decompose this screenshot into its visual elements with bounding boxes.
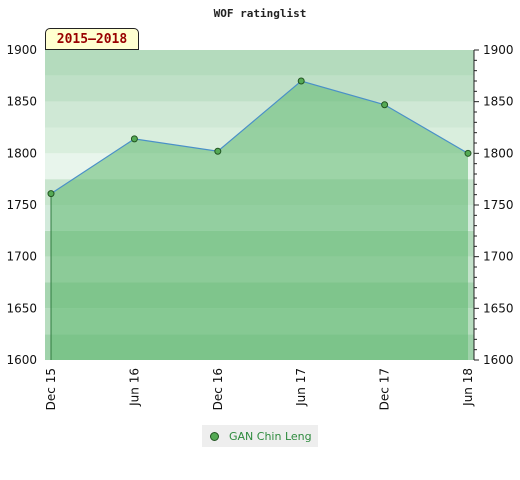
data-point (130, 135, 138, 143)
x-tick-label: Jun 17 (294, 368, 308, 407)
y-tick-label-left: 1700 (6, 250, 37, 264)
marker-layer (47, 77, 472, 198)
y-tick-label-right: 1850 (483, 95, 514, 109)
y-tick-label-right: 1800 (483, 146, 514, 160)
x-tick-label: Dec 16 (211, 368, 225, 410)
axes-layer: 1600 1600 1650 1650 1700 1700 1750 1750 1800 1800… (6, 43, 513, 410)
legend-marker (210, 431, 219, 441)
x-tick-label: Jun 16 (127, 368, 141, 407)
y-tick-label-right: 1700 (483, 250, 514, 264)
area-layer (50, 80, 469, 360)
data-point (464, 149, 472, 157)
y-tick-label-left: 1800 (6, 146, 37, 160)
legend[interactable]: GAN Chin Leng (202, 425, 318, 447)
legend-series-label: GAN Chin Leng (229, 429, 312, 443)
y-tick-label-left: 1650 (6, 301, 37, 315)
chart-title: WOF ratinglist (214, 7, 307, 20)
series-line (50, 80, 469, 195)
grid-band (45, 75, 474, 102)
x-tick-label: Jun 18 (461, 368, 475, 407)
data-point (297, 77, 305, 85)
grid-band (45, 50, 474, 76)
series-area (51, 81, 468, 360)
x-tick-label: Dec 15 (44, 368, 58, 410)
y-tick-label-right: 1650 (483, 301, 514, 315)
period-label: 2015–2018 (45, 28, 139, 50)
y-tick-label-left: 1750 (6, 198, 37, 212)
x-tick-label: Dec 17 (378, 368, 392, 410)
y-tick-label-right: 1900 (483, 43, 514, 57)
y-tick-label-left: 1900 (6, 43, 37, 57)
data-point (214, 147, 222, 155)
data-point (381, 101, 389, 109)
y-tick-label-left: 1850 (6, 95, 37, 109)
data-point (47, 190, 55, 198)
y-tick-label-left: 1600 (6, 353, 37, 367)
y-tick-label-right: 1750 (483, 198, 514, 212)
y-tick-label-right: 1600 (483, 353, 514, 367)
